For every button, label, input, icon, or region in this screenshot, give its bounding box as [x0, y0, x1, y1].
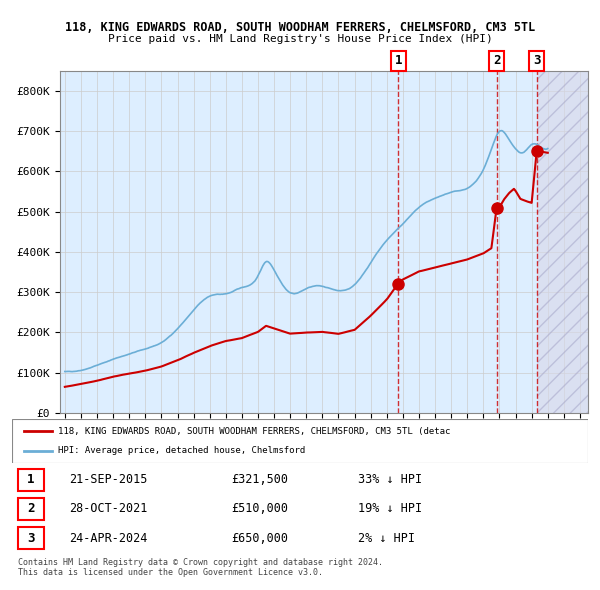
Text: 2: 2 — [493, 54, 500, 67]
Text: £321,500: £321,500 — [231, 473, 288, 486]
Text: 118, KING EDWARDS ROAD, SOUTH WOODHAM FERRERS, CHELMSFORD, CM3 5TL (detac: 118, KING EDWARDS ROAD, SOUTH WOODHAM FE… — [58, 427, 451, 436]
Text: 1: 1 — [27, 473, 35, 486]
Text: Contains HM Land Registry data © Crown copyright and database right 2024.
This d: Contains HM Land Registry data © Crown c… — [18, 558, 383, 577]
Text: 2% ↓ HPI: 2% ↓ HPI — [358, 532, 415, 545]
Text: £650,000: £650,000 — [231, 532, 288, 545]
Bar — [537, 71, 600, 413]
Text: 3: 3 — [27, 532, 35, 545]
FancyBboxPatch shape — [18, 527, 44, 549]
FancyBboxPatch shape — [18, 498, 44, 520]
Text: 1: 1 — [395, 54, 402, 67]
Text: 19% ↓ HPI: 19% ↓ HPI — [358, 502, 422, 516]
Text: 28-OCT-2021: 28-OCT-2021 — [70, 502, 148, 516]
Text: 2: 2 — [27, 502, 35, 516]
Text: 33% ↓ HPI: 33% ↓ HPI — [358, 473, 422, 486]
FancyBboxPatch shape — [12, 419, 588, 463]
Text: Price paid vs. HM Land Registry's House Price Index (HPI): Price paid vs. HM Land Registry's House … — [107, 34, 493, 44]
Text: 21-SEP-2015: 21-SEP-2015 — [70, 473, 148, 486]
Text: 3: 3 — [533, 54, 541, 67]
Text: 118, KING EDWARDS ROAD, SOUTH WOODHAM FERRERS, CHELMSFORD, CM3 5TL: 118, KING EDWARDS ROAD, SOUTH WOODHAM FE… — [65, 21, 535, 34]
Text: £510,000: £510,000 — [231, 502, 288, 516]
FancyBboxPatch shape — [18, 468, 44, 491]
Text: HPI: Average price, detached house, Chelmsford: HPI: Average price, detached house, Chel… — [58, 446, 305, 455]
Text: 24-APR-2024: 24-APR-2024 — [70, 532, 148, 545]
